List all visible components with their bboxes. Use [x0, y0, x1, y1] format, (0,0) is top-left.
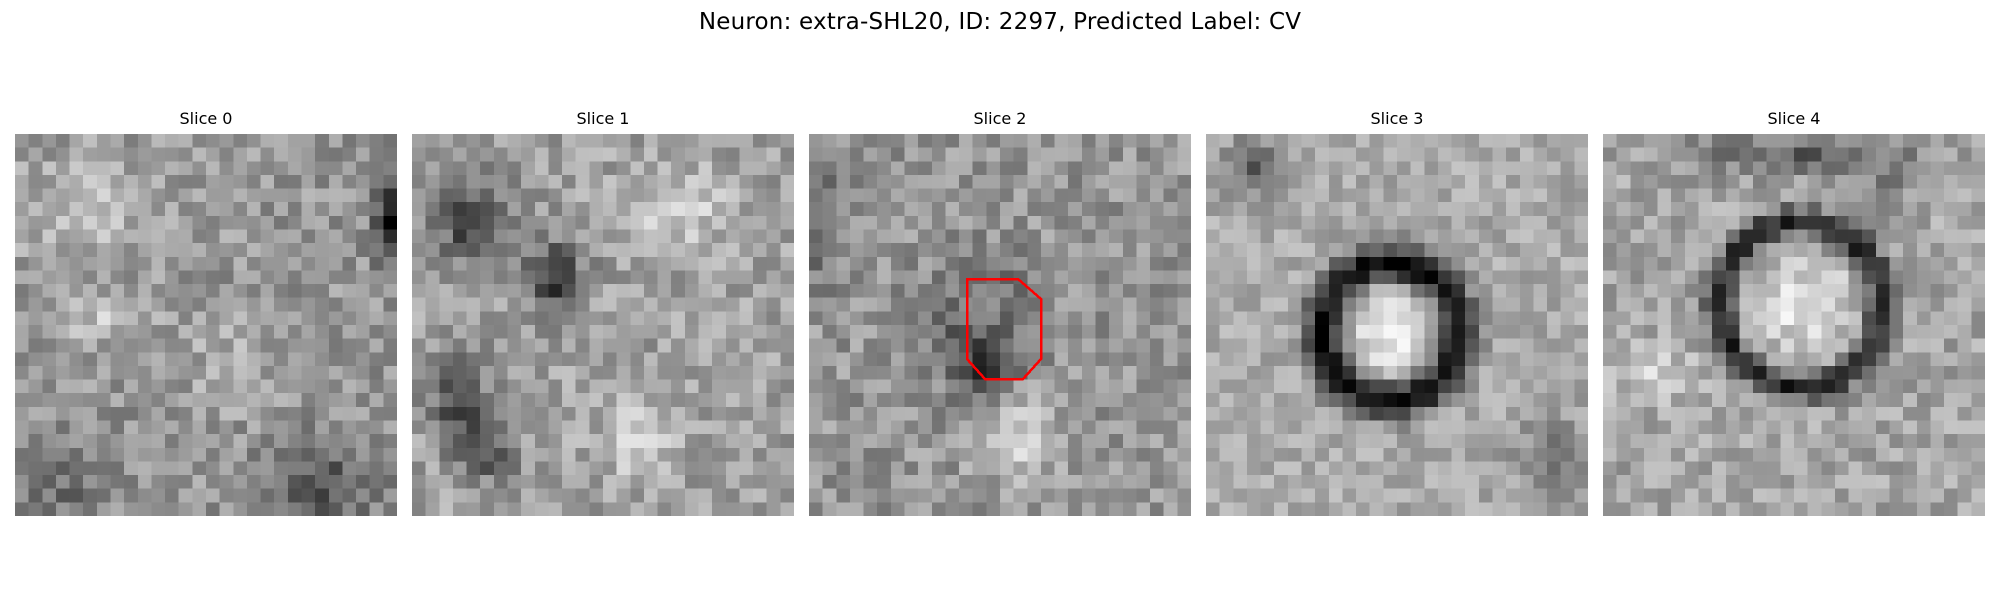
slice-4-title: Slice 4 — [1767, 109, 1821, 128]
slice-0-pixels — [15, 134, 397, 516]
slice-1-image — [412, 134, 794, 516]
slice-4-image — [1603, 134, 1985, 516]
figure-title: Neuron: extra-SHL20, ID: 2297, Predicted… — [698, 9, 1302, 35]
slice-3-pixels — [1206, 134, 1588, 516]
slice-0-title: Slice 0 — [179, 109, 233, 128]
slice-1-pixels — [412, 134, 794, 516]
roi-octagon-outline — [965, 277, 1043, 381]
slice-4-pixels — [1603, 134, 1985, 516]
slice-2-image — [809, 134, 1191, 516]
slice-3-image — [1206, 134, 1588, 516]
slice-3-title: Slice 3 — [1370, 109, 1424, 128]
slice-1-title: Slice 1 — [576, 109, 630, 128]
slice-0-image — [15, 134, 397, 516]
slice-2-pixels — [809, 134, 1191, 516]
slice-2-title: Slice 2 — [973, 109, 1027, 128]
